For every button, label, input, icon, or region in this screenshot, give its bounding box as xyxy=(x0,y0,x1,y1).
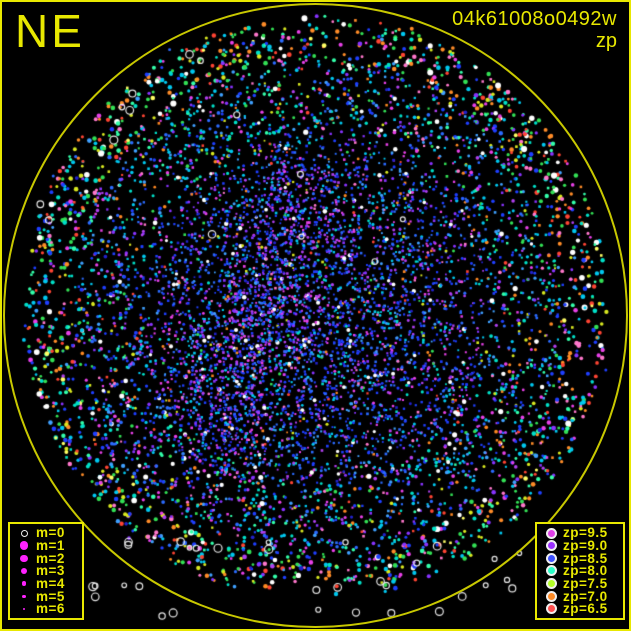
legend-row: m=1 xyxy=(12,537,80,553)
legend-row: zp=9.5 xyxy=(539,525,621,541)
legend-label: m=6 xyxy=(36,601,65,617)
legend-label: zp=9.5 xyxy=(563,525,608,541)
legend-row: m=3 xyxy=(12,563,80,579)
legend-label: zp=8.0 xyxy=(563,563,608,579)
legend-row: zp=7.5 xyxy=(539,575,621,591)
zp-7.5-swatch-icon xyxy=(545,578,557,590)
legend-label: zp=8.5 xyxy=(563,550,608,566)
magnitude-3-dot-icon xyxy=(21,567,27,574)
legend-row: zp=7.0 xyxy=(539,588,621,604)
legend-row: m=0 xyxy=(12,525,80,541)
zp-8.0-swatch-icon xyxy=(545,565,557,577)
zp-7.0-swatch-icon xyxy=(545,590,557,602)
legend-row: m=2 xyxy=(12,550,80,566)
legend-row: m=5 xyxy=(12,588,80,604)
legend-row: zp=8.5 xyxy=(539,550,621,566)
corner-label: NE xyxy=(15,5,85,57)
magnitude-1-dot-icon xyxy=(19,541,29,550)
legend-row: zp=8.0 xyxy=(539,563,621,579)
legend-label: m=2 xyxy=(36,550,65,566)
legend-label: zp=9.0 xyxy=(563,537,608,553)
zp-9.5-swatch-icon xyxy=(545,527,557,539)
zp-9.0-swatch-icon xyxy=(545,540,557,552)
legend-label: m=3 xyxy=(36,563,65,579)
legend-label: m=1 xyxy=(36,537,65,553)
legend-row: m=4 xyxy=(12,575,80,591)
magnitude-4-dot-icon xyxy=(21,581,27,586)
zp-6.5-swatch-icon xyxy=(545,603,557,615)
legend-label: zp=6.5 xyxy=(563,601,608,617)
legend-label: m=0 xyxy=(36,525,65,541)
legend-row: zp=9.0 xyxy=(539,537,621,553)
plot-subtitle: zp xyxy=(595,30,617,52)
zeropoint-legend: zp=9.5 zp=9.0 zp=8.5 zp=8.0 zp=7.5 zp=7.… xyxy=(535,522,625,620)
plot-title: 04k61008o0492w xyxy=(452,8,617,30)
magnitude-2-dot-icon xyxy=(20,554,28,563)
magnitude-5-dot-icon xyxy=(22,594,26,599)
magnitude-6-dot-icon xyxy=(23,607,25,610)
zp-8.5-swatch-icon xyxy=(545,552,557,564)
legend-label: m=4 xyxy=(36,575,65,591)
magnitude-0-open-circle-icon xyxy=(20,529,28,537)
magnitude-legend: m=0 m=1 m=2 m=3 m=4 m=5 m=6 xyxy=(8,522,84,620)
legend-row: zp=6.5 xyxy=(539,601,621,617)
legend-label: zp=7.0 xyxy=(563,588,608,604)
legend-label: m=5 xyxy=(36,588,65,604)
legend-row: m=6 xyxy=(12,601,80,617)
legend-label: zp=7.5 xyxy=(563,575,608,591)
